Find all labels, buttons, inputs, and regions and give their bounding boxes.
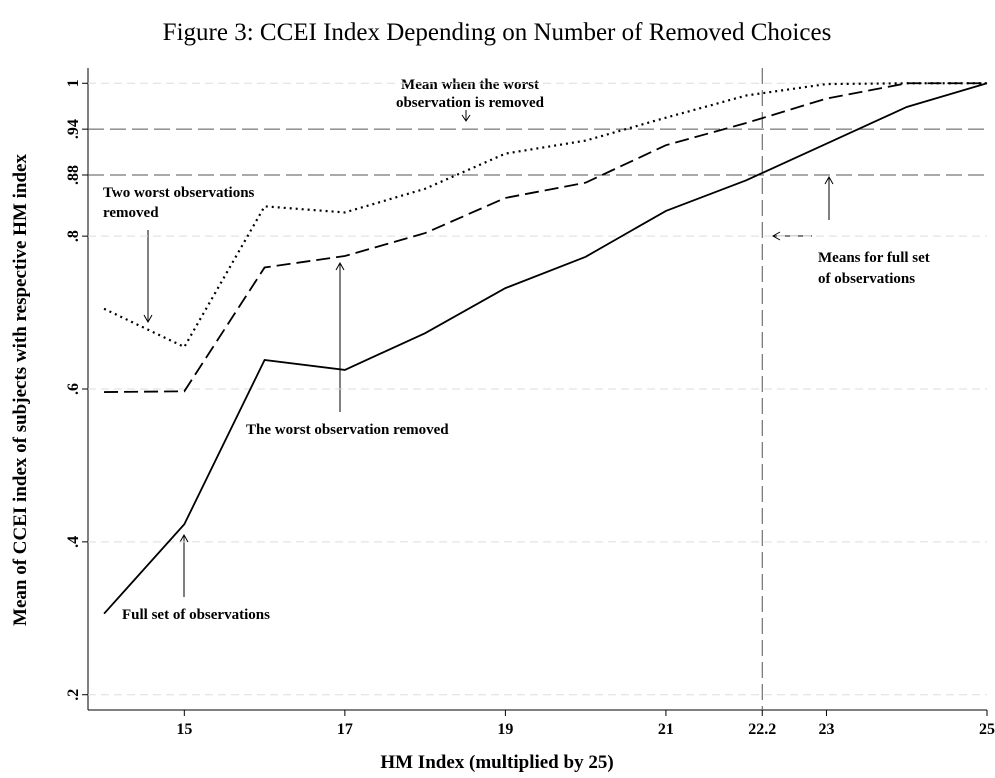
y-tick-label: .94 — [65, 119, 82, 139]
y-tick-label: .88 — [65, 165, 82, 185]
annotation: removed — [103, 205, 159, 221]
chart-title: Figure 3: CCEI Index Depending on Number… — [163, 19, 832, 46]
y-axis-title: Mean of CCEI index of subjects with resp… — [10, 154, 31, 626]
x-tick-label: 23 — [818, 721, 834, 738]
x-axis-title: HM Index (multiplied by 25) — [380, 752, 613, 773]
arrow — [143, 230, 153, 324]
y-tick-label: .2 — [65, 689, 82, 701]
x-tick-label: 22.2 — [748, 721, 776, 738]
annotation: Two worst observations — [103, 185, 255, 201]
x-tick-label: 25 — [979, 721, 995, 738]
x-tick-label: 15 — [176, 721, 192, 738]
y-tick-label: 1 — [65, 79, 82, 87]
annotation: Means for full set — [818, 250, 930, 266]
series-line — [104, 82, 987, 393]
x-tick-label: 21 — [658, 721, 674, 738]
x-tick-label: 17 — [337, 721, 353, 738]
y-tick-label: .8 — [65, 230, 82, 242]
annotation: Full set of observations — [122, 607, 270, 623]
arrow — [335, 261, 345, 412]
arrow — [461, 110, 471, 122]
arrow — [824, 175, 834, 220]
series-line — [103, 82, 987, 349]
annotation: The worst observation removed — [246, 422, 449, 438]
arrows — [143, 110, 834, 597]
x-tick-label: 19 — [497, 721, 513, 738]
y-tick-label: .4 — [65, 536, 82, 548]
series-line — [103, 82, 988, 615]
annotation: Mean when the worst — [401, 77, 539, 93]
y-tick-label: .6 — [65, 383, 82, 395]
annotation: of observations — [818, 271, 915, 287]
arrow — [179, 533, 189, 597]
annotations: Mean when the worst observation is remov… — [103, 77, 930, 623]
annotation: observation is removed — [396, 95, 545, 111]
